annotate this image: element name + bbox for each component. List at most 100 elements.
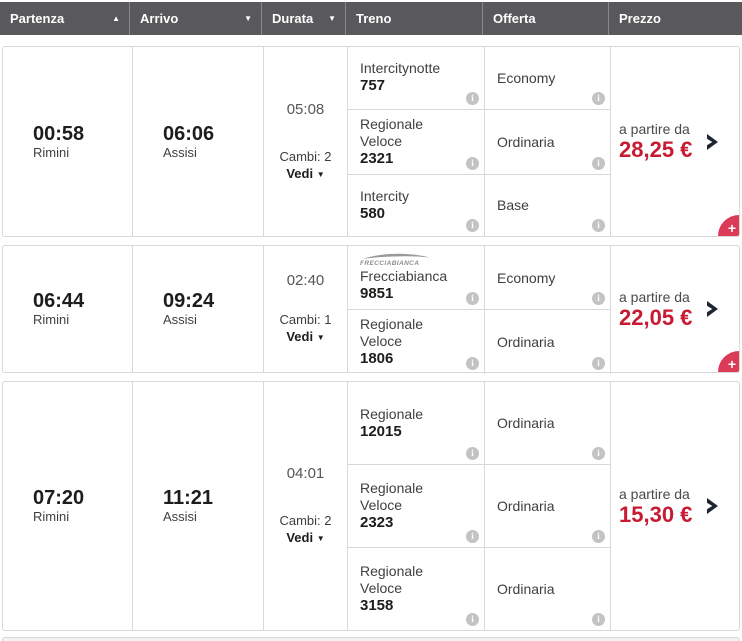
arrival-time: 06:06: [163, 122, 215, 145]
info-icon[interactable]: i: [466, 156, 479, 170]
sort-asc-icon[interactable]: ▲: [112, 13, 120, 23]
header-col-arrivo[interactable]: Arrivo ▼: [130, 2, 262, 35]
info-icon[interactable]: i: [592, 530, 605, 543]
train-subrow: Regionale Veloce 3158 i Ordinaria i: [348, 548, 611, 630]
departure-time: 06:44: [33, 290, 85, 312]
header-label: Arrivo: [140, 11, 179, 26]
cambi-label: Cambi: 2: [279, 513, 332, 528]
train-name: Intercity: [360, 187, 410, 204]
offer-cell: Ordinaria i: [485, 109, 611, 174]
info-icon[interactable]: i: [592, 447, 605, 460]
train-subrow: Regionale 12015 i Ordinaria i: [348, 382, 611, 465]
arrival-station: Assisi: [163, 509, 197, 524]
price-prefix: a partire da: [619, 288, 690, 305]
departure-time: 07:20: [33, 487, 85, 509]
info-icon[interactable]: i: [592, 292, 605, 305]
offer-cell: Economy i: [485, 246, 611, 309]
result-row: 07:20 Rimini 11:21 Assisi 04:01 Cambi: 2…: [2, 381, 740, 631]
info-icon[interactable]: i: [466, 292, 479, 305]
info-icon[interactable]: i: [592, 219, 605, 232]
chevron-right-icon[interactable]: [706, 497, 719, 515]
info-icon[interactable]: i: [466, 530, 479, 543]
plus-badge[interactable]: +: [718, 215, 739, 236]
train-name: Regionale: [360, 405, 424, 422]
train-cell: Regionale 12015 i: [348, 382, 485, 464]
train-name: Regionale Veloce: [360, 316, 424, 349]
price-cell[interactable]: a partire da 15,30 €: [611, 382, 739, 630]
train-cell: Intercitynotte 757 i: [348, 47, 485, 109]
price-prefix: a partire da: [619, 485, 690, 502]
header-col-prezzo: Prezzo: [609, 2, 742, 35]
train-number: 580: [360, 204, 386, 222]
departure-cell: 07:20 Rimini: [3, 382, 133, 630]
header-label: Durata: [272, 11, 314, 26]
info-icon[interactable]: i: [592, 613, 605, 626]
info-icon[interactable]: i: [466, 357, 479, 370]
train-number: 757: [360, 77, 386, 95]
info-icon[interactable]: i: [592, 357, 605, 370]
departure-station: Rimini: [33, 312, 70, 327]
offer-name: Ordinaria: [497, 415, 555, 431]
trains-column: Regionale 12015 i Ordinaria i Regionale …: [348, 382, 611, 630]
arrival-cell: 06:06 Assisi: [133, 47, 264, 236]
sort-desc-icon[interactable]: ▼: [328, 13, 336, 23]
offer-name: Economy: [497, 69, 556, 86]
header-label: Prezzo: [619, 11, 661, 26]
offer-cell: Ordinaria i: [485, 465, 611, 547]
header-label: Partenza: [10, 11, 65, 26]
train-cell: Regionale Veloce 3158 i: [348, 548, 485, 630]
arrival-station: Assisi: [163, 312, 197, 327]
info-icon[interactable]: i: [592, 91, 605, 105]
chevron-right-icon[interactable]: [706, 133, 719, 151]
offer-cell: Base i: [485, 174, 611, 236]
offer-name: Ordinaria: [497, 334, 555, 350]
train-name: Regionale Veloce: [360, 480, 424, 513]
vedi-toggle[interactable]: Vedi ▼: [286, 329, 325, 344]
frecciabianca-swoosh-icon: [362, 253, 430, 259]
offer-name: Ordinaria: [497, 133, 555, 150]
train-number: 2321: [360, 149, 394, 167]
frecciabianca-logo: FRECCIABIANCA: [360, 252, 432, 267]
header-label: Offerta: [493, 11, 536, 26]
duration-value: 04:01: [286, 465, 325, 482]
trains-column: FRECCIABIANCA Frecciabianca 9851 i Econo…: [348, 246, 611, 374]
result-row: 06:44 Rimini 09:24 Assisi 02:40 Cambi: 1…: [2, 245, 740, 374]
departure-station: Rimini: [33, 509, 70, 524]
header-label: Treno: [356, 11, 392, 26]
train-subrow: Intercitynotte 757 i Economy i: [348, 47, 611, 110]
departure-cell: 06:44 Rimini: [3, 246, 133, 372]
train-number: 9851: [360, 285, 394, 302]
header-col-offerta: Offerta: [483, 2, 609, 35]
header-col-durata[interactable]: Durata ▼: [262, 2, 346, 35]
header-col-partenza[interactable]: Partenza ▲: [0, 2, 130, 35]
offer-name: Ordinaria: [497, 581, 555, 597]
departure-station: Rimini: [33, 144, 70, 160]
train-name: Regionale Veloce: [360, 563, 424, 596]
train-cell: Regionale Veloce 2323 i: [348, 465, 485, 547]
info-icon[interactable]: i: [466, 447, 479, 460]
plus-badge[interactable]: +: [718, 351, 739, 372]
arrival-time: 11:21: [163, 487, 214, 509]
price-cell[interactable]: a partire da 28,25 €: [611, 47, 739, 236]
vedi-toggle[interactable]: Vedi ▼: [286, 530, 325, 545]
train-number: 12015: [360, 422, 402, 440]
arrival-cell: 09:24 Assisi: [133, 246, 264, 372]
price-cell[interactable]: a partire da 22,05 €: [611, 246, 739, 372]
price-value: 28,25 €: [619, 137, 693, 162]
sort-desc-icon[interactable]: ▼: [244, 13, 252, 23]
train-number: 2323: [360, 514, 394, 531]
duration-cell: 05:08 Cambi: 2 Vedi ▼: [264, 47, 348, 236]
info-icon[interactable]: i: [592, 156, 605, 170]
duration-value: 02:40: [286, 272, 325, 289]
train-cell: Regionale Veloce 1806 i: [348, 310, 485, 374]
train-name: Intercitynotte: [360, 60, 441, 77]
info-icon[interactable]: i: [466, 91, 479, 105]
info-icon[interactable]: i: [466, 613, 479, 626]
vedi-toggle[interactable]: Vedi ▼: [286, 165, 325, 181]
train-name: Regionale Veloce: [360, 115, 424, 149]
header-col-treno: Treno: [346, 2, 483, 35]
chevron-right-icon[interactable]: [706, 300, 719, 318]
info-icon[interactable]: i: [466, 219, 479, 232]
train-cell: Regionale Veloce 2321 i: [348, 109, 485, 174]
train-subrow: Regionale Veloce 2323 i Ordinaria i: [348, 465, 611, 548]
